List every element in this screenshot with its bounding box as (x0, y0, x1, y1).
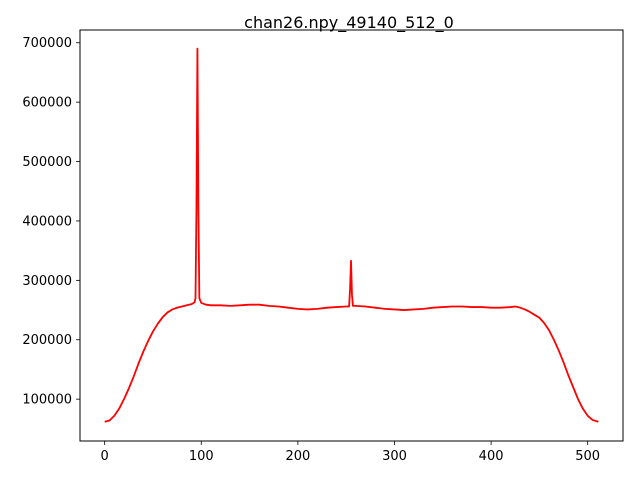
y-tick-label: 700000 (22, 36, 72, 51)
x-tick-label: 100 (189, 449, 214, 464)
series-line (104, 47, 599, 423)
y-tick-label: 400000 (22, 214, 72, 229)
y-tick-label: 600000 (22, 96, 72, 111)
x-tick-label: 400 (479, 449, 504, 464)
y-tick-label: 200000 (22, 333, 72, 348)
x-axis: 0 100 200 300 400 500 (101, 441, 600, 464)
x-tick-label: 300 (382, 449, 407, 464)
y-tick-label: 300000 (22, 274, 72, 289)
y-axis: 100000 200000 300000 400000 500000 600000 7000… (22, 36, 80, 408)
x-tick-label: 0 (101, 449, 109, 464)
y-tick-label: 500000 (22, 155, 72, 170)
y-tick-label: 100000 (22, 393, 72, 408)
x-tick-label: 500 (575, 449, 600, 464)
x-tick-label: 200 (285, 449, 310, 464)
plot-area (104, 47, 599, 423)
plot-frame (79, 29, 624, 442)
chart-title: chan26.npy_49140_512_0 (244, 13, 454, 33)
